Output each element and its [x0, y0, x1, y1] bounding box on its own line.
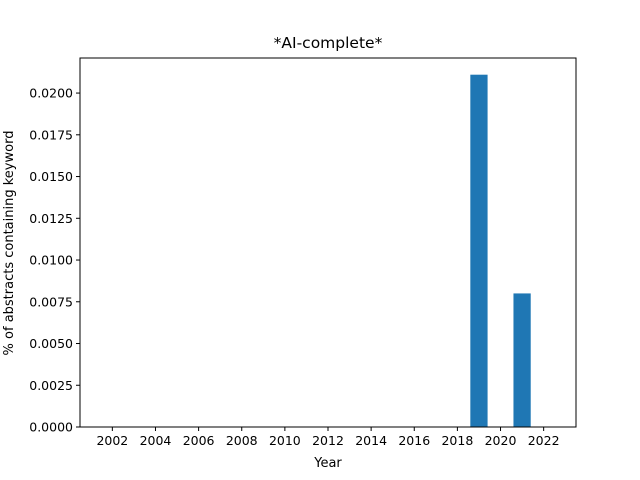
bar-2021	[513, 293, 531, 427]
y-tick-label: 0.0150	[29, 169, 73, 184]
y-tick-label: 0.0100	[29, 253, 73, 268]
bar-2019	[470, 74, 488, 427]
x-tick-label: 2004	[140, 433, 172, 448]
bars-group	[470, 74, 531, 427]
y-tick-label: 0.0075	[29, 294, 73, 309]
x-tick-label: 2010	[269, 433, 301, 448]
x-tick-label: 2022	[528, 433, 560, 448]
y-tick-label: 0.0125	[29, 211, 73, 226]
y-tick-label: 0.0050	[29, 336, 73, 351]
plot-frame	[79, 57, 577, 428]
chart-title: *AI-complete*	[274, 34, 383, 52]
y-tick-label: 0.0175	[29, 127, 73, 142]
x-tick-label: 2006	[183, 433, 215, 448]
x-tick-label: 2014	[355, 433, 387, 448]
y-tick-label: 0.0025	[29, 378, 73, 393]
y-tick-label: 0.0200	[29, 86, 73, 101]
x-tick-label: 2018	[441, 433, 473, 448]
x-tick-label: 2012	[312, 433, 344, 448]
y-tick-label: 0.0000	[29, 420, 73, 435]
x-axis: 2002 2004 2006 2008 2010 2012 2014 2016 2018 2020…	[96, 427, 560, 448]
x-tick-label: 2016	[398, 433, 430, 448]
y-axis: 0.0000 0.0025 0.0050 0.0075 0.0100 0.0125 0.01…	[29, 86, 80, 435]
x-tick-label: 2008	[226, 433, 258, 448]
x-tick-label: 2020	[485, 433, 517, 448]
x-tick-label: 2002	[96, 433, 128, 448]
x-axis-title: Year	[313, 456, 342, 471]
y-axis-title: % of abstracts containing keyword	[2, 131, 17, 356]
